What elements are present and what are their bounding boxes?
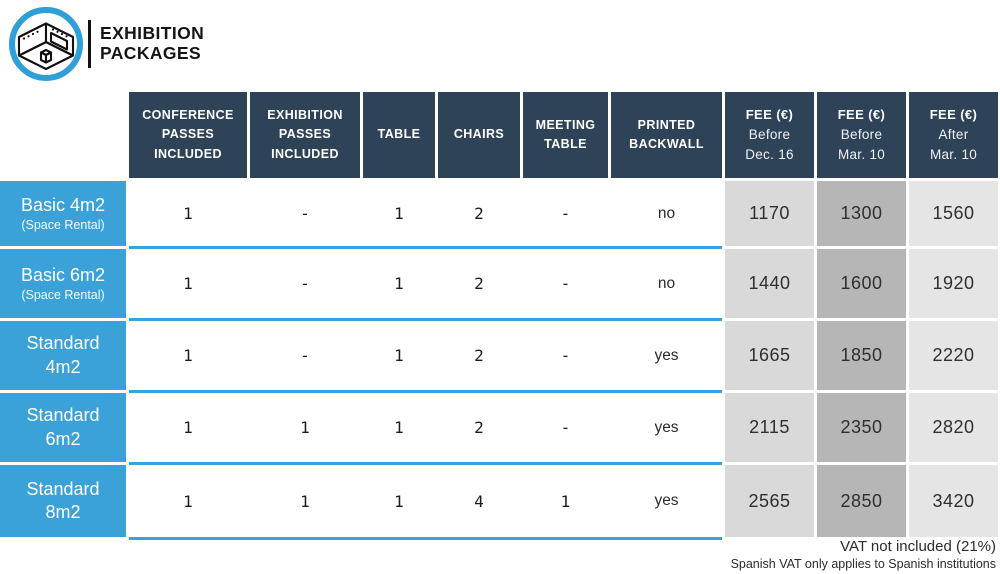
value-cell: 1 [363, 181, 435, 246]
fee-header-sub1: Before [840, 126, 883, 142]
row-label-standard-8m2: Standard 8m2 [0, 465, 126, 537]
row-label-basic-6m2: Basic 6m2 (Space Rental) [0, 249, 126, 318]
value-cell: 1 [250, 393, 360, 462]
row-separator-line [129, 390, 722, 393]
exhibition-booth-icon [9, 7, 83, 81]
page-title-line1: EXHIBITION [100, 23, 205, 44]
value-cell: 1 [363, 465, 435, 537]
fee-header-sub2: Mar. 10 [837, 147, 886, 163]
brand-divider [88, 20, 91, 68]
backwall-cell: no [611, 249, 722, 318]
row-label-name: Basic 4m2 [20, 194, 106, 215]
brand-header: EXHIBITION PACKAGES [8, 6, 204, 82]
vat-note: VAT not included (21%) [840, 538, 996, 555]
header-cell-fee-after-mar10: FEE (€) After Mar. 10 [909, 92, 998, 178]
row-label-name: Standard [26, 405, 100, 426]
fee-cell: 3420 [909, 465, 998, 537]
value-cell: - [523, 249, 608, 318]
header-cell-fee-before-mar10: FEE (€) Before Mar. 10 [817, 92, 906, 178]
row-label-sub: (Space Rental) [21, 218, 105, 233]
header-cell-printed-backwall: PRINTED BACKWALL [611, 92, 722, 178]
value-cell: 1 [129, 321, 247, 390]
value-cell: - [250, 181, 360, 246]
fee-header-sub2: Mar. 10 [929, 147, 978, 163]
backwall-cell: yes [611, 321, 722, 390]
row-separator-line [129, 246, 722, 249]
row-label-standard-4m2: Standard 4m2 [0, 321, 126, 390]
row-label-size: 4m2 [45, 356, 81, 377]
table-bottom-line [129, 537, 722, 540]
row-label-name: Standard [26, 478, 100, 499]
value-cell: - [250, 321, 360, 390]
page-title: EXHIBITION PACKAGES [100, 23, 205, 64]
fee-cell: 1920 [909, 249, 998, 318]
backwall-cell: yes [611, 393, 722, 462]
fee-header-title: FEE (€) [745, 106, 794, 122]
fee-cell: 1850 [817, 321, 906, 390]
row-label-basic-4m2: Basic 4m2 (Space Rental) [0, 181, 126, 246]
fee-header-sub1: Before [748, 126, 791, 142]
value-cell: 1 [363, 393, 435, 462]
row-label-size: 6m2 [45, 428, 81, 449]
value-cell: 2 [438, 393, 520, 462]
fee-cell: 1300 [817, 181, 906, 246]
fee-cell: 2220 [909, 321, 998, 390]
fee-cell: 2565 [725, 465, 814, 537]
row-label-size: 8m2 [45, 502, 81, 522]
row-label-sub: (Space Rental) [21, 288, 105, 303]
fee-header-sub1: After [938, 126, 969, 142]
row-label-name: Basic 6m2 [20, 264, 106, 285]
value-cell: - [523, 393, 608, 462]
fee-header-title: FEE (€) [837, 106, 886, 122]
row-label-name: Standard [26, 333, 100, 354]
value-cell: 1 [129, 393, 247, 462]
exhibition-packages-table: CONFERENCE PASSES INCLUDED EXHIBITION PA… [0, 92, 998, 537]
value-cell: 2 [438, 181, 520, 246]
fee-cell: 2115 [725, 393, 814, 462]
value-cell: - [523, 321, 608, 390]
fee-cell: 1170 [725, 181, 814, 246]
backwall-cell: no [611, 181, 722, 246]
fee-cell: 2850 [817, 465, 906, 537]
table-corner-spacer [0, 92, 126, 178]
value-cell: 2 [438, 321, 520, 390]
fee-header-sub2: Dec. 16 [745, 147, 794, 163]
value-cell: - [523, 181, 608, 246]
value-cell: 1 [363, 249, 435, 318]
fee-cell: 1440 [725, 249, 814, 318]
fee-cell: 1665 [725, 321, 814, 390]
header-cell-fee-before-dec16: FEE (€) Before Dec. 16 [725, 92, 814, 178]
value-cell: - [250, 249, 360, 318]
row-label-standard-6m2: Standard 6m2 [0, 393, 126, 462]
value-cell: 1 [129, 181, 247, 246]
value-cell: 1 [129, 249, 247, 318]
vat-footnote: VAT not included (21%) Spanish VAT only … [731, 538, 996, 572]
fee-header-title: FEE (€) [929, 106, 978, 122]
fee-cell: 2820 [909, 393, 998, 462]
header-cell-exhibition-passes: EXHIBITION PASSES INCLUDED [250, 92, 360, 178]
fee-cell: 1600 [817, 249, 906, 318]
backwall-cell: yes [611, 465, 722, 537]
value-cell: 1 [363, 321, 435, 390]
header-cell-table: TABLE [363, 92, 435, 178]
row-separator-line [129, 462, 722, 465]
header-cell-meeting-table: MEETING TABLE [523, 92, 608, 178]
vat-detail-note: Spanish VAT only applies to Spanish inst… [730, 556, 996, 571]
fee-cell: 2350 [817, 393, 906, 462]
header-cell-chairs: CHAIRS [438, 92, 520, 178]
value-cell: 1 [523, 465, 608, 537]
value-cell: 2 [438, 249, 520, 318]
fee-cell: 1560 [909, 181, 998, 246]
value-cell: 1 [129, 465, 247, 537]
row-separator-line [129, 318, 722, 321]
page-title-line2: PACKAGES [100, 43, 202, 63]
value-cell: 1 [250, 465, 360, 537]
header-cell-conference-passes: CONFERENCE PASSES INCLUDED [129, 92, 247, 178]
value-cell: 4 [438, 465, 520, 537]
